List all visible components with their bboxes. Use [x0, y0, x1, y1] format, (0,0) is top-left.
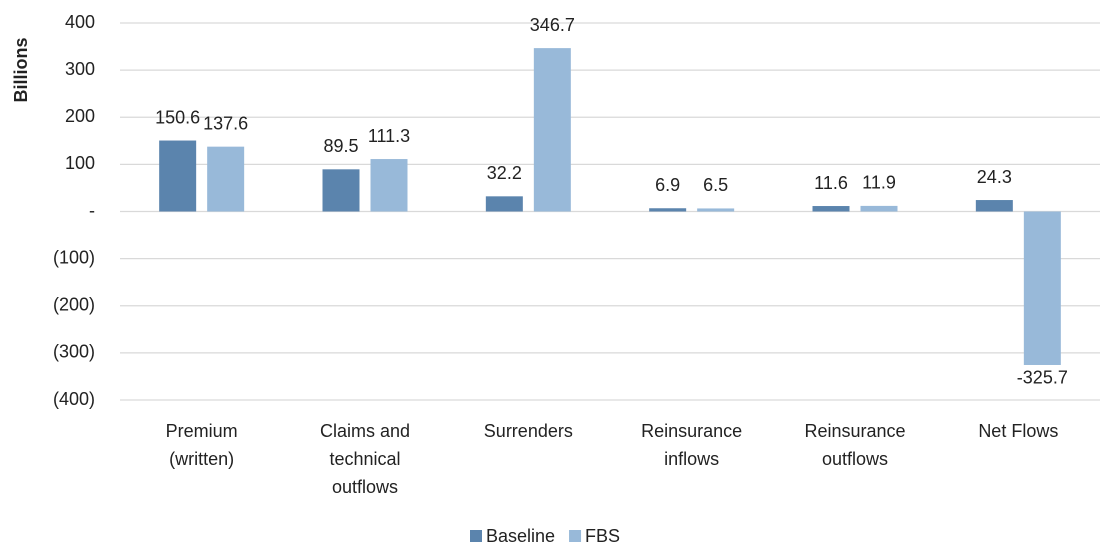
y-tick-label: 200	[65, 106, 95, 126]
x-tick-label: Reinsurance	[804, 421, 905, 441]
value-label: 6.9	[655, 175, 680, 195]
value-label: 24.3	[977, 167, 1012, 187]
y-tick-label: 300	[65, 59, 95, 79]
value-label: 89.5	[323, 136, 358, 156]
x-tick-label: (written)	[169, 449, 234, 469]
value-label: 32.2	[487, 163, 522, 183]
x-tick-label: Net Flows	[978, 421, 1058, 441]
y-tick-label: 400	[65, 12, 95, 32]
x-tick-label: Surrenders	[484, 421, 573, 441]
x-tick-label: technical	[329, 449, 400, 469]
legend-label: FBS	[585, 526, 620, 545]
value-label: 11.6	[814, 173, 848, 193]
bar	[975, 200, 1013, 212]
value-label: 137.6	[203, 113, 248, 133]
y-tick-label: 100	[65, 153, 95, 173]
bar	[812, 206, 850, 212]
bar	[485, 196, 523, 212]
bar	[1023, 211, 1061, 365]
y-axis-label: Billions	[11, 37, 31, 102]
bar	[649, 208, 687, 212]
bar	[697, 208, 735, 212]
y-tick-label: (400)	[53, 389, 95, 409]
legend-swatch	[470, 530, 482, 542]
bar	[370, 159, 408, 212]
y-tick-label: (200)	[53, 295, 95, 315]
bar	[860, 205, 898, 212]
x-tick-label: outflows	[822, 449, 888, 469]
value-label: -325.7	[1017, 368, 1068, 388]
value-label: 346.7	[530, 15, 575, 35]
legend-label: Baseline	[486, 526, 555, 545]
x-tick-label: outflows	[332, 477, 398, 497]
x-tick-label: Claims and	[320, 421, 410, 441]
value-label: 111.3	[368, 126, 410, 146]
y-tick-label: (100)	[53, 247, 95, 267]
value-label: 6.5	[703, 175, 728, 195]
bar	[159, 140, 197, 212]
value-label: 150.6	[155, 107, 200, 127]
bar	[533, 48, 571, 212]
value-label: 11.9	[862, 173, 896, 193]
x-tick-label: inflows	[664, 449, 719, 469]
y-tick-label: (300)	[53, 342, 95, 362]
bar	[207, 146, 245, 212]
x-tick-label: Reinsurance	[641, 421, 742, 441]
y-tick-label: -	[89, 200, 95, 220]
x-tick-label: Premium	[166, 421, 238, 441]
bar	[322, 169, 360, 212]
legend-swatch	[569, 530, 582, 542]
